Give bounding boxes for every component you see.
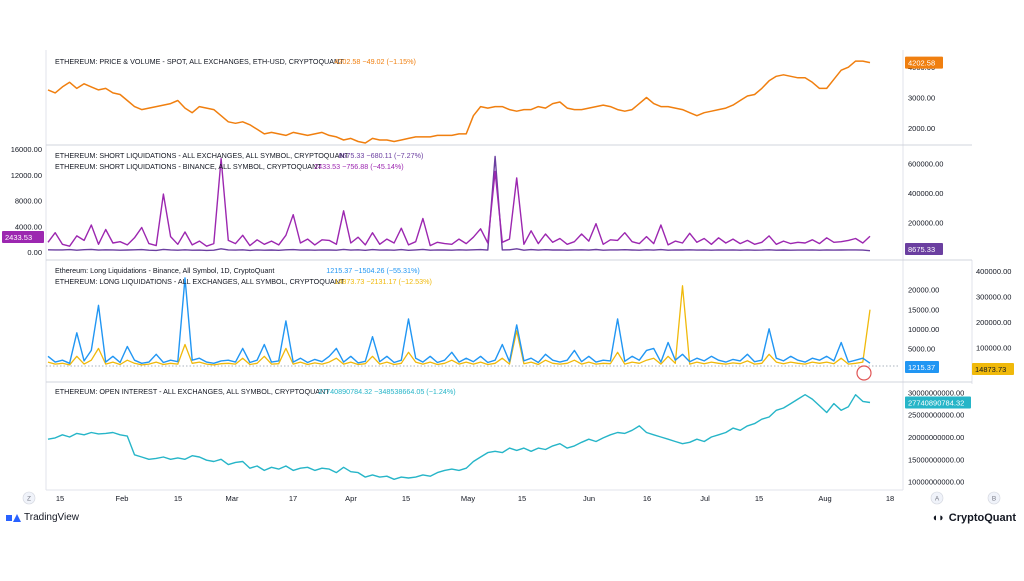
price-last-value-tag: 4202.58 — [908, 59, 935, 68]
open-interest-y-tick: 25000000000.00 — [908, 411, 964, 420]
legend-value: 4202.58 −49.02 (−1.15%) — [334, 57, 416, 66]
x-axis-tick-label: 15 — [755, 494, 763, 503]
x-axis-tick-label: 16 — [643, 494, 651, 503]
long-liq-binance-line — [47, 277, 871, 364]
open-interest-last-value-tag: 27740890784.32 — [908, 399, 964, 408]
x-axis-tick-label: 15 — [56, 494, 64, 503]
x-axis-tick-label: Aug — [818, 494, 831, 503]
long-liq-inner-tick: 5000.00 — [908, 344, 935, 353]
open-interest-y-tick: 30000000000.00 — [908, 388, 964, 397]
long-liq-all-exchanges-line — [47, 285, 871, 366]
axis-button-z-bg — [22, 491, 36, 505]
short-liq-right-tick: 200000.00 — [908, 219, 943, 228]
short-liq-binance-line — [47, 157, 871, 247]
cryptoquant-label: CryptoQuant — [948, 512, 1016, 524]
open-interest-y-tick: 20000000000.00 — [908, 433, 964, 442]
long-liq-all-value-tag-bg — [972, 363, 1014, 375]
legend-value: 2433.53 −756.88 (−45.14%) — [314, 162, 404, 171]
axis-button-b: B — [992, 496, 996, 503]
short-liq-right-value-tag: 8675.33 — [908, 245, 935, 254]
x-axis-tick-label: 15 — [402, 494, 410, 503]
x-axis-tick-label: Apr — [345, 494, 357, 503]
tradingview-label: TradingView — [24, 512, 80, 523]
tradingview-icon — [6, 513, 21, 522]
legend-name: ETHEREUM: SHORT LIQUIDATIONS - BINANCE, … — [55, 162, 322, 171]
legend-name: ETHEREUM: OPEN INTEREST - ALL EXCHANGES,… — [55, 387, 330, 396]
x-axis-tick-label: Feb — [116, 494, 129, 503]
long-liq-all-value-tag: 14873.73 — [975, 365, 1006, 374]
short-liq-right-tick: 600000.00 — [908, 160, 943, 169]
short-liq-left-tick: 4000.00 — [15, 222, 42, 231]
long-liq-binance-value-tag: 1215.37 — [908, 363, 935, 372]
short-liq-right-tick: 400000.00 — [908, 189, 943, 198]
open-interest-last-value-tag-bg — [905, 396, 971, 409]
tradingview-logo[interactable]: TradingView — [6, 512, 79, 523]
short-liq-left-tick: 0.00 — [27, 248, 42, 257]
x-axis-tick-label: Jul — [700, 494, 710, 503]
legend-name: ETHEREUM: SHORT LIQUIDATIONS - ALL EXCHA… — [55, 151, 350, 160]
short-liq-left-tick: 8000.00 — [15, 197, 42, 206]
open-interest-y-tick: 10000000000.00 — [908, 478, 964, 487]
price-y-tick: 3000.00 — [908, 94, 935, 103]
open-interest-y-tick: 15000000000.00 — [908, 455, 964, 464]
long-liq-inner-tick: 20000.00 — [908, 286, 939, 295]
legend-name: ETHEREUM: PRICE & VOLUME - SPOT, ALL EXC… — [55, 57, 344, 66]
legend-value: 14873.73 −2131.17 (−12.53%) — [334, 277, 432, 286]
x-axis-tick-label: 15 — [174, 494, 182, 503]
open-interest-line — [47, 394, 871, 480]
axis-button-a: A — [935, 496, 940, 503]
short-liq-right-value-tag-bg — [905, 243, 943, 255]
x-axis-tick-label: 18 — [886, 494, 894, 503]
legend-name: ETHEREUM: LONG LIQUIDATIONS - ALL EXCHAN… — [55, 277, 345, 286]
legend-name: Ethereum: Long Liquidations - Binance, A… — [55, 266, 274, 275]
legend-value: 8675.33 −680.11 (−7.27%) — [338, 151, 423, 160]
long-liq-inner-tick: 15000.00 — [908, 305, 939, 314]
long-liq-outer-tick: 100000.00 — [976, 344, 1011, 353]
x-axis-tick-label: 15 — [518, 494, 526, 503]
short-liq-left-value-tag-bg — [2, 231, 44, 243]
highlight-circle-marker — [856, 365, 872, 381]
price-series-line — [47, 60, 871, 144]
x-axis-tick-label: Mar — [226, 494, 239, 503]
long-liq-outer-tick: 300000.00 — [976, 293, 1011, 302]
legend-value: 27740890784.32 −348538664.05 (−1.24%) — [318, 387, 456, 396]
x-axis-tick-label: 17 — [289, 494, 297, 503]
long-liq-inner-tick: 10000.00 — [908, 325, 939, 334]
short-liq-left-tick: 16000.00 — [11, 145, 42, 154]
short-liq-left-value-tag: 2433.53 — [5, 233, 32, 242]
axis-button-a-bg — [930, 491, 944, 505]
price-y-tick: 2000.00 — [908, 124, 935, 133]
axis-button-b-bg — [987, 491, 1001, 505]
long-liq-outer-tick: 400000.00 — [976, 267, 1011, 276]
cryptoquant-logo[interactable]: ◖◗ CryptoQuant — [931, 512, 1016, 524]
long-liq-binance-value-tag-bg — [905, 361, 939, 373]
long-liq-outer-tick: 200000.00 — [976, 318, 1011, 327]
x-axis-tick-label: May — [461, 494, 475, 503]
legend-value: 1215.37 −1504.26 (−55.31%) — [326, 266, 420, 275]
short-liq-all-exchanges-line — [47, 155, 871, 252]
price-last-value-tag-bg — [905, 56, 943, 69]
cryptoquant-icon: ◖◗ — [931, 512, 945, 524]
short-liq-left-tick: 12000.00 — [11, 171, 42, 180]
x-axis-tick-label: Jun — [583, 494, 595, 503]
axis-button-z: Z — [27, 496, 31, 503]
